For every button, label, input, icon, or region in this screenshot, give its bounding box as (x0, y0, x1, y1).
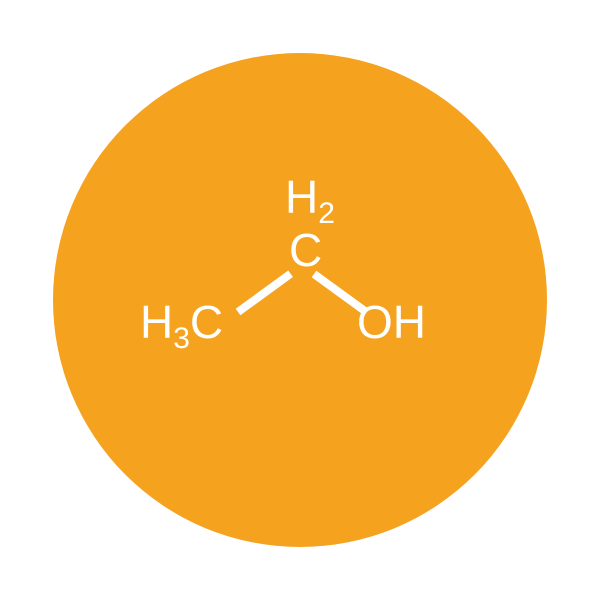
atom-h2: H2 (285, 170, 335, 231)
atom-oh: OH (357, 295, 426, 349)
atom-h3c: H3C (140, 295, 223, 356)
molecule-circle: H2 C H3C OH (53, 53, 547, 547)
atom-h3c-suffix: C (190, 296, 223, 348)
atom-c-top-main: C (289, 224, 322, 276)
atom-h2-main: H (285, 171, 318, 223)
bond-right (312, 271, 369, 316)
atom-h3c-sub: 3 (173, 322, 190, 355)
bond-left (236, 271, 293, 316)
atom-h3c-prefix: H (140, 296, 173, 348)
atom-c-top: C (289, 223, 322, 277)
atom-oh-main: OH (357, 296, 426, 348)
